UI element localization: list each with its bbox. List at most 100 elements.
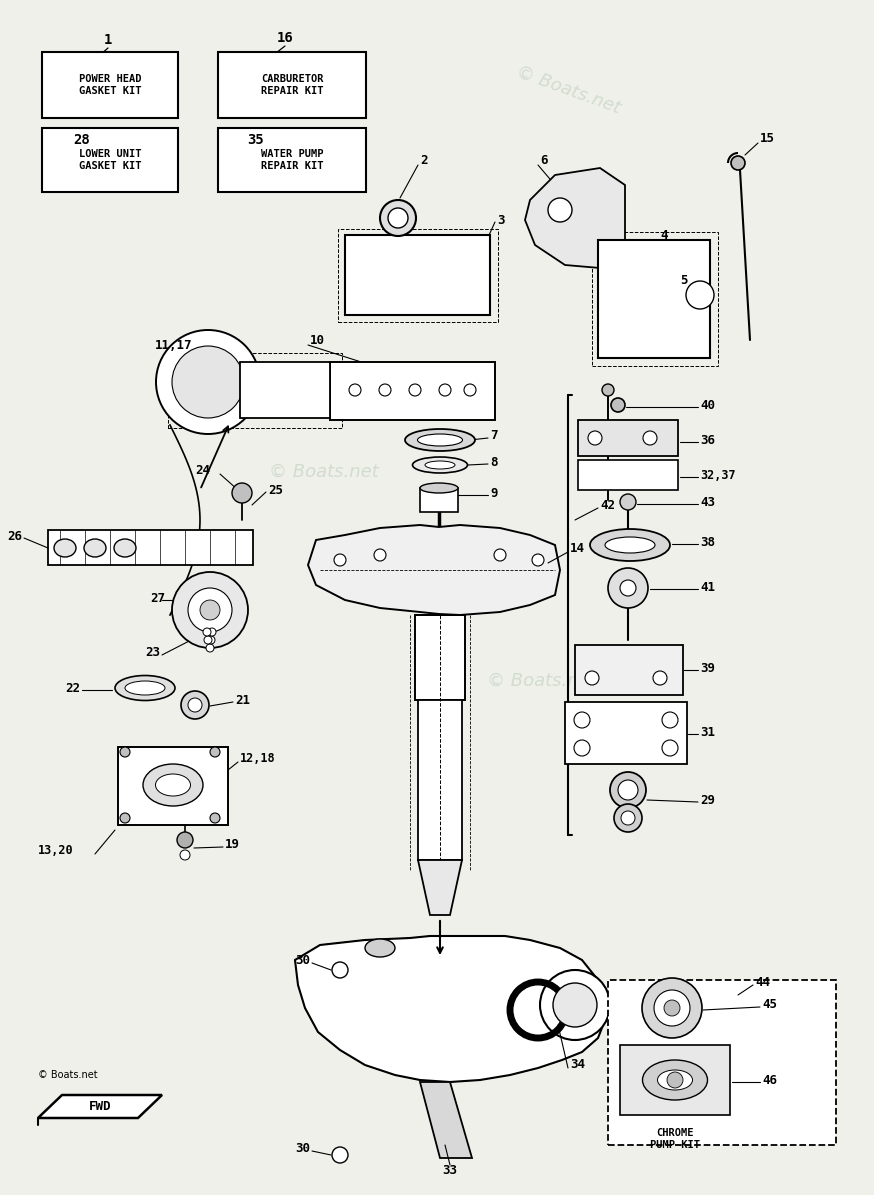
- Text: 34: 34: [570, 1059, 585, 1072]
- Ellipse shape: [405, 429, 475, 451]
- Circle shape: [188, 588, 232, 632]
- Circle shape: [332, 1147, 348, 1163]
- FancyBboxPatch shape: [240, 362, 330, 418]
- Circle shape: [210, 747, 220, 756]
- Ellipse shape: [143, 764, 203, 805]
- Ellipse shape: [54, 539, 76, 557]
- FancyBboxPatch shape: [608, 980, 836, 1145]
- Circle shape: [611, 398, 625, 412]
- Circle shape: [618, 780, 638, 799]
- Text: 41: 41: [700, 581, 715, 594]
- Text: © Boats.net: © Boats.net: [268, 462, 378, 482]
- Text: 4: 4: [660, 228, 668, 241]
- Text: 5: 5: [680, 274, 688, 287]
- Circle shape: [620, 580, 636, 596]
- Ellipse shape: [420, 483, 458, 494]
- FancyBboxPatch shape: [118, 747, 228, 825]
- FancyBboxPatch shape: [345, 235, 490, 315]
- Text: 14: 14: [570, 541, 585, 554]
- Circle shape: [621, 811, 635, 825]
- Circle shape: [588, 431, 602, 445]
- Text: 12,18: 12,18: [240, 752, 275, 765]
- Text: FWD: FWD: [89, 1099, 111, 1113]
- Text: POWER HEAD
GASKET KIT: POWER HEAD GASKET KIT: [79, 74, 142, 96]
- Circle shape: [667, 1072, 683, 1087]
- FancyBboxPatch shape: [620, 1044, 730, 1115]
- Circle shape: [664, 1000, 680, 1016]
- Polygon shape: [420, 1081, 472, 1158]
- Text: WATER PUMP
REPAIR KIT: WATER PUMP REPAIR KIT: [260, 149, 323, 171]
- Circle shape: [177, 832, 193, 848]
- Circle shape: [200, 600, 220, 620]
- Circle shape: [379, 384, 391, 396]
- Text: © Boats.net: © Boats.net: [38, 1070, 98, 1080]
- Circle shape: [349, 384, 361, 396]
- Polygon shape: [418, 860, 462, 915]
- Text: 13,20: 13,20: [38, 844, 73, 857]
- Text: 28: 28: [73, 133, 90, 147]
- FancyBboxPatch shape: [330, 362, 495, 419]
- Polygon shape: [38, 1095, 162, 1119]
- Ellipse shape: [642, 1060, 707, 1101]
- Ellipse shape: [84, 539, 106, 557]
- Text: 43: 43: [700, 496, 715, 509]
- Circle shape: [172, 572, 248, 648]
- Text: 33: 33: [442, 1164, 457, 1177]
- Circle shape: [380, 200, 416, 235]
- FancyBboxPatch shape: [218, 53, 366, 118]
- Text: 46: 46: [762, 1073, 777, 1086]
- Text: 10: 10: [310, 333, 325, 347]
- Text: 9: 9: [490, 486, 497, 500]
- Circle shape: [203, 629, 211, 636]
- Circle shape: [731, 157, 745, 170]
- Circle shape: [643, 431, 657, 445]
- Circle shape: [188, 698, 202, 712]
- Text: 21: 21: [235, 693, 250, 706]
- Text: 11,17: 11,17: [155, 338, 192, 351]
- Circle shape: [686, 281, 714, 310]
- Circle shape: [208, 629, 216, 636]
- Circle shape: [180, 850, 190, 860]
- Polygon shape: [295, 936, 605, 1081]
- Circle shape: [464, 384, 476, 396]
- FancyBboxPatch shape: [420, 488, 458, 511]
- Text: 30: 30: [295, 1141, 310, 1154]
- Text: 26: 26: [7, 529, 22, 543]
- Polygon shape: [415, 615, 465, 700]
- Text: 29: 29: [700, 793, 715, 807]
- Ellipse shape: [418, 434, 462, 446]
- Circle shape: [334, 554, 346, 566]
- Ellipse shape: [605, 537, 655, 553]
- Text: 16: 16: [277, 31, 294, 45]
- Text: 8: 8: [490, 455, 497, 468]
- Circle shape: [608, 568, 648, 608]
- Text: 25: 25: [268, 484, 283, 496]
- Text: 32,37: 32,37: [700, 468, 736, 482]
- Circle shape: [181, 691, 209, 719]
- Circle shape: [620, 494, 636, 510]
- Circle shape: [120, 813, 130, 823]
- Text: 39: 39: [700, 662, 715, 674]
- Ellipse shape: [590, 529, 670, 560]
- Text: 22: 22: [65, 681, 80, 694]
- Circle shape: [374, 549, 386, 560]
- Circle shape: [614, 804, 642, 832]
- Circle shape: [388, 208, 408, 228]
- FancyBboxPatch shape: [42, 53, 178, 118]
- Text: 2: 2: [420, 153, 427, 166]
- Text: 40: 40: [700, 398, 715, 411]
- Circle shape: [156, 330, 260, 434]
- Circle shape: [548, 198, 572, 222]
- Text: 30: 30: [295, 954, 310, 967]
- Circle shape: [332, 962, 348, 978]
- Circle shape: [585, 672, 599, 685]
- Circle shape: [207, 636, 215, 644]
- Circle shape: [532, 554, 544, 566]
- Circle shape: [654, 989, 690, 1027]
- Text: 3: 3: [497, 214, 504, 227]
- Circle shape: [662, 712, 678, 728]
- Ellipse shape: [114, 539, 136, 557]
- Polygon shape: [525, 168, 625, 268]
- FancyBboxPatch shape: [218, 128, 366, 192]
- Polygon shape: [418, 700, 462, 860]
